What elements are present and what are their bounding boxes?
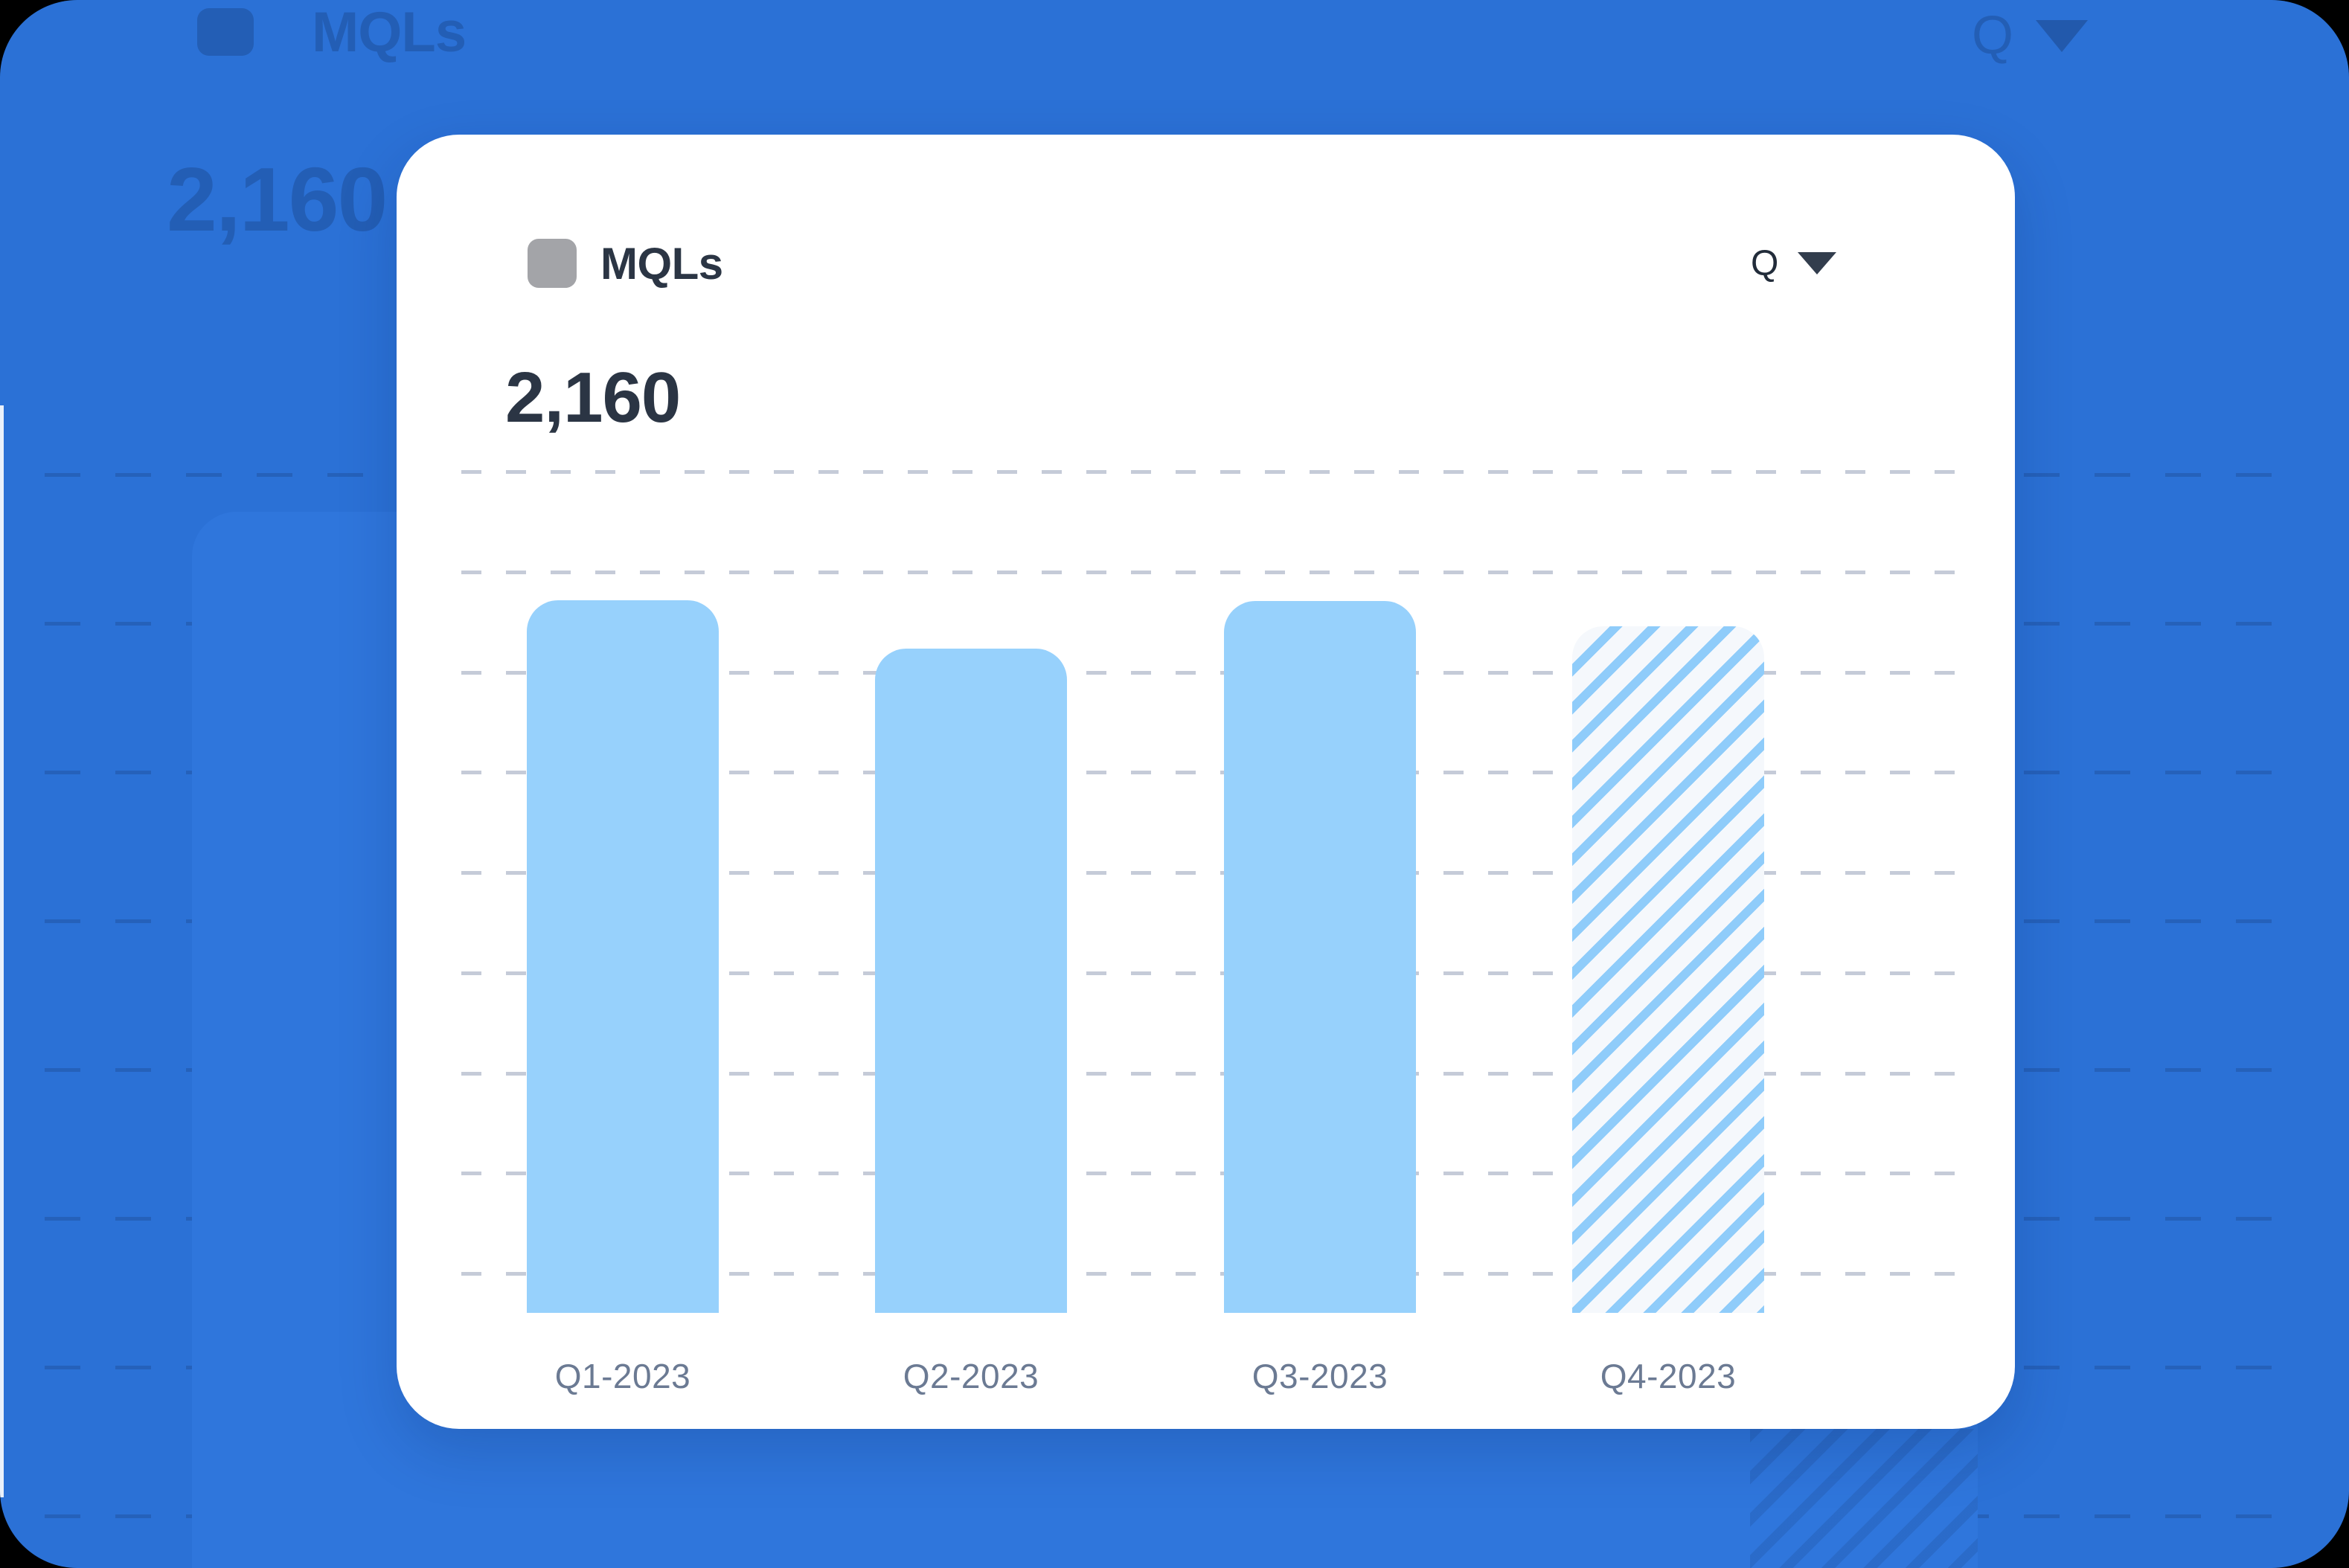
bar-q4-2023[interactable] <box>1572 626 1764 1313</box>
ghost-headline-value: 2,160 <box>167 149 388 250</box>
x-axis-label: Q1-2023 <box>554 1357 691 1395</box>
ghost-card-edge <box>0 405 4 1497</box>
period-selector-dropdown[interactable]: Q <box>1751 239 1837 288</box>
bar-q1-2023[interactable] <box>527 600 719 1313</box>
x-axis-label: Q2-2023 <box>903 1357 1039 1395</box>
ghost-card-header: MQLs <box>197 0 467 64</box>
mqls-kpi-card: MQLs Q 2,160 Q1-2023 Q2-2023 Q3-2023 Q4-202… <box>397 135 2015 1429</box>
chart-gridline <box>461 1172 1969 1175</box>
chart-gridline <box>461 671 1969 675</box>
x-axis-label: Q3-2023 <box>1252 1357 1388 1395</box>
chart-gridline <box>461 470 1969 474</box>
chart-gridline <box>461 871 1969 875</box>
x-axis-label: Q4-2023 <box>1600 1357 1737 1395</box>
ghost-period-selector: Q <box>1972 0 2089 71</box>
chart-gridline <box>461 1072 1969 1076</box>
chart-gridline <box>461 571 1969 574</box>
chart-gridline <box>461 971 1969 975</box>
bar-q2-2023[interactable] <box>875 649 1067 1313</box>
bar-q3-2023[interactable] <box>1224 601 1416 1313</box>
bar-chart-plot: Q1-2023 Q2-2023 Q3-2023 Q4-2023 <box>397 135 2015 1429</box>
ghost-caret-down-icon <box>2036 19 2089 52</box>
chart-gridline <box>461 1272 1969 1276</box>
ghost-card-title: MQLs <box>312 0 467 64</box>
period-selector-label[interactable]: Q <box>1751 243 1779 283</box>
ghost-metric-placeholder-icon <box>197 8 254 56</box>
card-header: MQLs <box>528 238 723 289</box>
ghost-period-label: Q <box>1972 6 2014 65</box>
chart-gridline <box>461 771 1969 774</box>
headline-value: 2,160 <box>505 358 681 437</box>
ghost-hatched-bar <box>1750 1429 1978 1568</box>
card-title: MQLs <box>600 238 723 289</box>
caret-down-icon[interactable] <box>1798 252 1837 274</box>
metric-placeholder-icon <box>528 239 577 288</box>
